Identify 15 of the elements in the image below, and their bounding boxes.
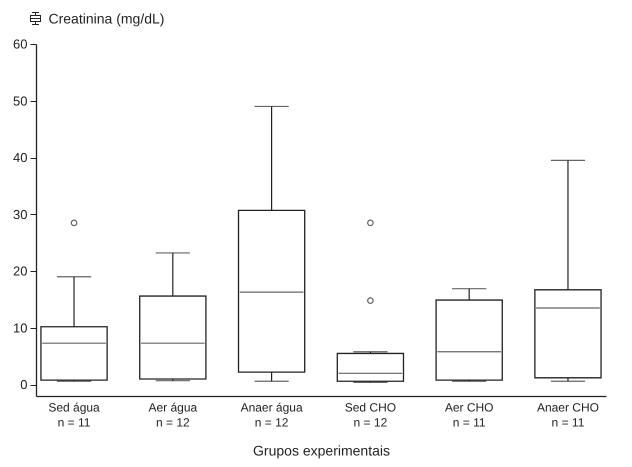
y-tick-label: 0	[20, 377, 28, 392]
y-axis-title: Creatinina (mg/dL)	[48, 10, 164, 26]
x-tick-label: Aer CHO n = 11	[444, 400, 494, 430]
y-tick-label: 30	[13, 206, 28, 222]
y-tick-label: 50	[13, 93, 28, 108]
x-tick-label: Anaer CHO n = 11	[536, 400, 599, 430]
x-tick-label: Aer água n = 12	[148, 400, 198, 430]
x-axis-title: Grupos experimentais	[253, 442, 390, 458]
y-tick-label: 20	[13, 264, 28, 279]
y-tick-label: 10	[13, 320, 28, 336]
x-tick-label: Anaer água n = 12	[240, 400, 303, 430]
x-tick-label: Sed água n = 11	[48, 400, 100, 430]
y-tick-label: 40	[13, 150, 28, 166]
x-tick-label: Sed CHO n = 12	[344, 400, 396, 430]
y-tick-label: 60	[13, 36, 28, 52]
